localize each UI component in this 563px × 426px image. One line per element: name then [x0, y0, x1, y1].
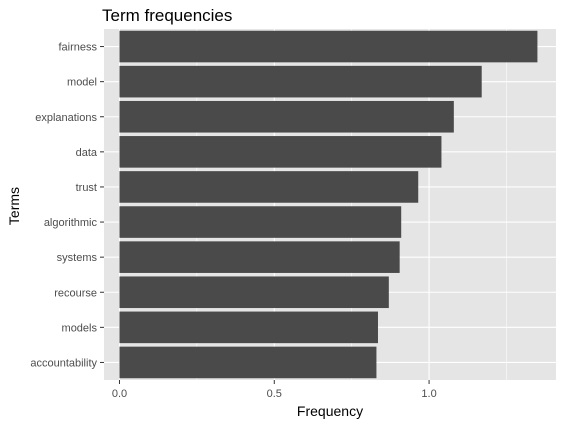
- y-tick-label-fairness: fairness: [58, 42, 97, 54]
- bar-data: [119, 136, 442, 168]
- y-tick-label-models: models: [62, 322, 98, 334]
- bar-accountability: [119, 346, 377, 379]
- bar-model: [119, 65, 482, 98]
- y-axis: fairness model explanations data trust algori…: [30, 42, 104, 369]
- bar-recourse: [119, 276, 389, 309]
- y-axis-title: Terms: [6, 187, 22, 225]
- y-tick-label-accountability: accountability: [30, 357, 97, 369]
- x-tick-label: 0.5: [267, 388, 282, 400]
- y-tick-label-trust: trust: [76, 182, 97, 194]
- y-tick-label-explanations: explanations: [35, 112, 97, 124]
- y-tick-label-data: data: [76, 147, 98, 159]
- bar-fairness: [119, 30, 538, 63]
- bar-models: [119, 311, 378, 344]
- bar-algorithmic: [119, 206, 402, 238]
- x-axis: 0.0 0.5 1.0: [112, 380, 437, 400]
- x-tick-label: 1.0: [421, 388, 436, 400]
- y-tick-label-systems: systems: [57, 252, 98, 264]
- bars: [119, 30, 538, 379]
- y-tick-label-recourse: recourse: [54, 287, 97, 299]
- bar-trust: [119, 171, 419, 203]
- y-tick-label-model: model: [67, 77, 97, 89]
- x-axis-title: Frequency: [297, 403, 363, 419]
- bar-explanations: [119, 100, 454, 133]
- x-tick-label: 0.0: [112, 388, 127, 400]
- chart-title: Term frequencies: [102, 6, 232, 25]
- y-tick-label-algorithmic: algorithmic: [44, 217, 98, 229]
- bar-systems: [119, 241, 400, 273]
